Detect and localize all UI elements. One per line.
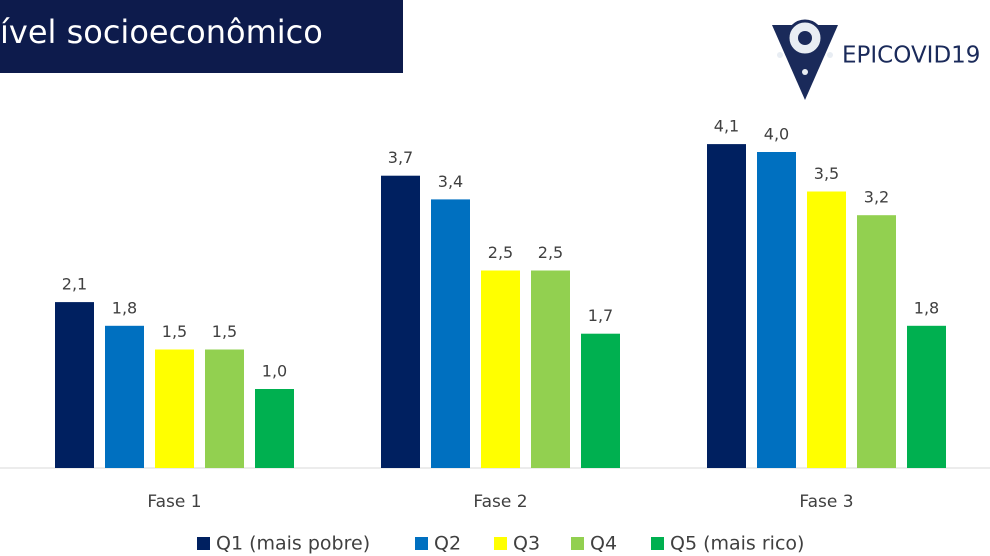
data-label: 3,4 [438, 172, 463, 191]
bar [857, 215, 896, 468]
bar [431, 199, 470, 468]
legend-label: Q3 [513, 533, 540, 555]
logo-text: EPICOVID19 [842, 43, 980, 69]
legend-label: Q2 [434, 533, 461, 555]
legend-label: Q1 (mais pobre) [216, 533, 370, 555]
bar [907, 325, 946, 468]
bar [255, 389, 294, 468]
legend-swatch [197, 537, 210, 550]
data-label: 1,7 [588, 306, 613, 325]
legend-label: Q5 (mais rico) [670, 533, 804, 555]
data-label: 2,5 [488, 243, 513, 262]
bar [707, 144, 746, 468]
bar [807, 191, 846, 468]
data-label: 3,5 [814, 164, 839, 183]
x-tick-label: Fase 3 [799, 492, 853, 512]
bar [105, 325, 144, 468]
data-label: 3,2 [864, 188, 889, 207]
data-label: 1,5 [162, 322, 187, 341]
title-box [0, 0, 403, 73]
legend-swatch [651, 537, 664, 550]
legend-label: Q4 [590, 533, 617, 555]
logo-icon [772, 19, 838, 100]
data-label: 1,0 [262, 362, 287, 381]
legend-swatch [571, 537, 584, 550]
bar [581, 333, 620, 468]
data-label: 1,8 [112, 298, 137, 317]
bar [155, 349, 194, 468]
bar [757, 152, 796, 468]
data-label: 4,1 [714, 117, 739, 136]
data-label: 3,7 [388, 148, 413, 167]
bar [481, 270, 520, 468]
legend-swatch [415, 537, 428, 550]
data-label: 1,5 [212, 322, 237, 341]
data-label: 4,0 [764, 125, 789, 144]
chart-title: ível socioeconômico [0, 13, 323, 51]
bar [531, 270, 570, 468]
data-label: 2,1 [62, 275, 87, 294]
data-label: 1,8 [914, 298, 939, 317]
x-tick-label: Fase 1 [147, 492, 201, 512]
bar [381, 175, 420, 468]
data-label: 2,5 [538, 243, 563, 262]
bar [55, 302, 94, 468]
bar [205, 349, 244, 468]
legend-swatch [494, 537, 507, 550]
x-tick-label: Fase 2 [473, 492, 527, 512]
